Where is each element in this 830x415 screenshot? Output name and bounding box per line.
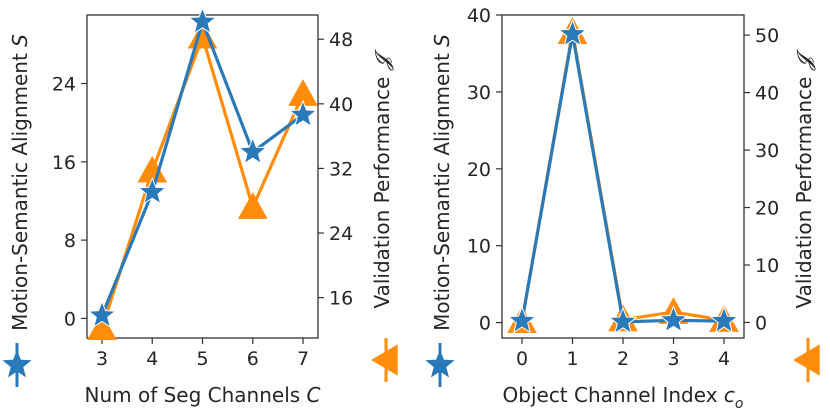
y-right-tick-label: 20 — [755, 198, 779, 220]
y-left-tick-label: 40 — [467, 5, 491, 27]
alignment-series-line — [100, 20, 304, 317]
performance-point — [237, 192, 268, 219]
y-left-tick-label: 8 — [64, 230, 76, 252]
x-axis-label: Num of Seg Channels C — [84, 383, 320, 407]
x-tick-label: 6 — [247, 348, 259, 370]
chart-panel-1: 3 4 5 6 7 0 8 16 24 16 24 32 40 48 Num of Seg Channels… — [2, 6, 398, 407]
y-right-tick-label: 40 — [755, 83, 779, 105]
x-tick-label: 7 — [297, 348, 309, 370]
y-left-axis-label-variable: S — [8, 34, 32, 47]
y-right-axis-label: Validation Performance 𝓙 — [370, 48, 394, 308]
alignment-point — [658, 304, 689, 333]
y-right-tick-label: 24 — [329, 223, 353, 245]
y-left-tick-label: 0 — [64, 308, 76, 330]
alignment-point — [238, 136, 268, 165]
x-axis-label-text: Object Channel Index — [503, 383, 724, 407]
y-left-tick-label: 24 — [52, 74, 76, 96]
alignment-point — [137, 176, 167, 205]
performance-legend-triangle-icon — [371, 344, 398, 376]
alignment-legend-star-icon — [2, 349, 32, 378]
y-left-axis-label-text: Motion-Semantic Alignment — [430, 47, 454, 331]
y-right-axis-label-text: Validation Performance — [792, 70, 816, 308]
y-left-tick-label: 10 — [467, 236, 491, 258]
alignment-point — [288, 99, 318, 128]
y-right-tick-label: 32 — [329, 158, 353, 180]
x-axis-label-subscript: o — [735, 396, 744, 412]
y-right-axis-label-variable: 𝓙 — [370, 48, 394, 71]
performance-series-line — [100, 35, 305, 329]
y-left-tick-label: 20 — [467, 159, 491, 181]
alignment-point — [557, 18, 588, 47]
y-left-tick-label: 30 — [467, 82, 491, 104]
y-right-tick-label: 50 — [755, 25, 779, 47]
x-axis-label-variable: C — [307, 383, 321, 407]
y-right-axis-label-variable: 𝓙 — [792, 48, 816, 71]
x-tick-label: 1 — [566, 348, 578, 370]
x-tick-label: 3 — [96, 348, 108, 370]
performance-point — [87, 313, 117, 341]
x-tick-label: 4 — [718, 348, 730, 370]
y-right-tick-label: 48 — [329, 29, 353, 51]
alignment-point — [709, 305, 739, 334]
x-tick-label: 4 — [146, 348, 158, 370]
y-left-tick-label: 0 — [479, 313, 491, 335]
alignment-series-line — [520, 32, 725, 324]
y-right-tick-label: 40 — [329, 94, 353, 116]
x-tick-label: 3 — [667, 348, 679, 370]
y-right-tick-label: 10 — [755, 255, 779, 277]
alignment-point — [187, 6, 218, 35]
alignment-point — [608, 306, 638, 335]
x-axis-label-variable: c — [724, 383, 735, 407]
plot-frame — [501, 14, 745, 339]
x-tick-label: 5 — [196, 348, 208, 370]
x-tick-label: 0 — [516, 348, 528, 370]
x-axis-label-text: Num of Seg Channels — [84, 383, 306, 407]
y-right-axis-label: Validation Performance 𝓙 — [792, 48, 816, 308]
y-right-tick-label: 0 — [755, 312, 767, 334]
plot-frame — [86, 14, 319, 339]
y-left-axis-label: Motion-Semantic Alignment S — [430, 34, 454, 331]
y-right-axis-label-text: Validation Performance — [370, 70, 394, 308]
alignment-point — [507, 305, 537, 334]
y-left-tick-label: 16 — [52, 152, 76, 174]
performance-legend-triangle-icon — [793, 344, 820, 376]
y-right-tick-label: 16 — [329, 288, 353, 310]
performance-series-line — [520, 30, 725, 322]
x-axis-label: Object Channel Index co — [503, 383, 744, 412]
x-tick-label: 2 — [617, 348, 629, 370]
y-right-tick-label: 30 — [755, 140, 779, 162]
y-left-axis-label: Motion-Semantic Alignment S — [8, 34, 32, 331]
alignment-point — [87, 300, 117, 328]
alignment-legend-star-icon — [425, 349, 455, 378]
y-left-axis-label-variable: S — [430, 34, 454, 47]
y-left-axis-label-text: Motion-Semantic Alignment — [8, 47, 32, 331]
